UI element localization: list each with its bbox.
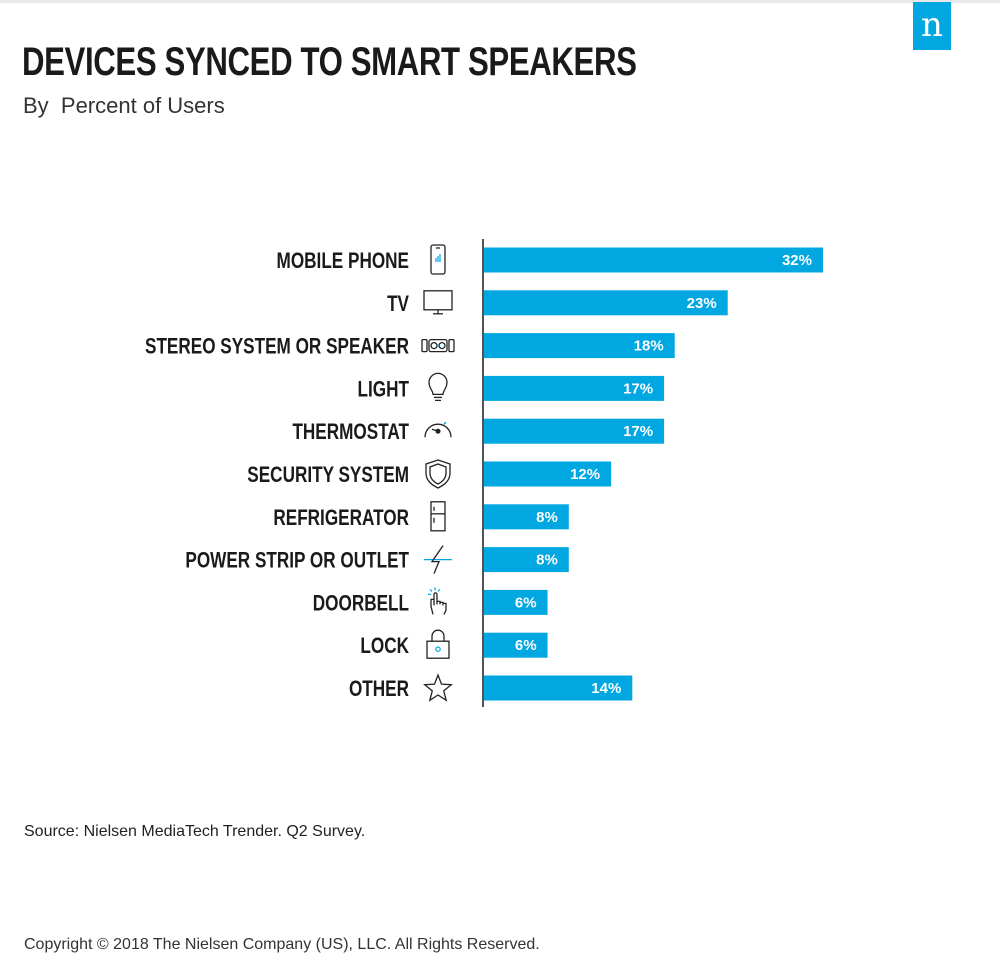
- bar: [484, 547, 569, 573]
- star-icon: [423, 673, 453, 702]
- mobile-phone-icon: [430, 244, 446, 275]
- bar: [484, 290, 728, 316]
- category-label: OTHER: [349, 677, 409, 702]
- bar: [484, 333, 675, 359]
- data-label: 6%: [515, 594, 537, 611]
- category-label: THERMOSTAT: [292, 420, 409, 445]
- category-label: MOBILE PHONE: [277, 249, 409, 274]
- top-rule: [0, 0, 1000, 3]
- security-shield-icon: [425, 459, 451, 489]
- chart-title: DEVICES SYNCED TO SMART SPEAKERS: [22, 40, 637, 84]
- doorbell-icon: [428, 587, 447, 615]
- data-label: 8%: [536, 509, 558, 526]
- category-label: STEREO SYSTEM OR SPEAKER: [145, 335, 409, 360]
- data-label: 14%: [591, 680, 621, 697]
- category-label: LOCK: [360, 634, 409, 659]
- category-label: SECURITY SYSTEM: [247, 463, 409, 488]
- source-note: Source: Nielsen MediaTech Trender. Q2 Su…: [24, 823, 366, 840]
- stereo-speaker-icon: [421, 338, 455, 353]
- lock-icon: [426, 629, 450, 659]
- bar: [484, 504, 569, 530]
- category-label: REFRIGERATOR: [273, 506, 409, 531]
- thermostat-icon: [424, 421, 452, 438]
- category-label: LIGHT: [358, 377, 409, 402]
- bar: [484, 461, 612, 487]
- nielsen-logo: n: [913, 2, 951, 50]
- data-label: 18%: [634, 338, 664, 355]
- data-label: 17%: [623, 423, 653, 440]
- bar: [484, 375, 665, 401]
- bar: [484, 247, 823, 273]
- copyright-note: Copyright © 2018 The Nielsen Company (US…: [24, 936, 540, 953]
- data-label: 23%: [687, 295, 717, 312]
- light-bulb-icon: [428, 372, 448, 402]
- data-label: 8%: [536, 552, 558, 569]
- data-label: 32%: [782, 252, 812, 269]
- data-label: 6%: [515, 637, 537, 654]
- bar: [484, 632, 548, 658]
- data-label: 17%: [623, 380, 653, 397]
- category-label: DOORBELL: [313, 591, 409, 616]
- tv-icon: [423, 290, 453, 315]
- bar: [484, 418, 665, 444]
- refrigerator-icon: [430, 501, 446, 532]
- power-outlet-icon: [424, 545, 452, 574]
- chart-subtitle: By Percent of Users: [23, 93, 225, 118]
- category-label: POWER STRIP OR OUTLET: [185, 549, 409, 574]
- bar-chart: 32% MOBILE PHONE 23% TV 18% STEREO SYSTEM OR …: [145, 239, 823, 707]
- bar: [484, 675, 633, 701]
- bar: [484, 589, 548, 615]
- data-label: 12%: [570, 466, 600, 483]
- category-label: TV: [387, 292, 410, 317]
